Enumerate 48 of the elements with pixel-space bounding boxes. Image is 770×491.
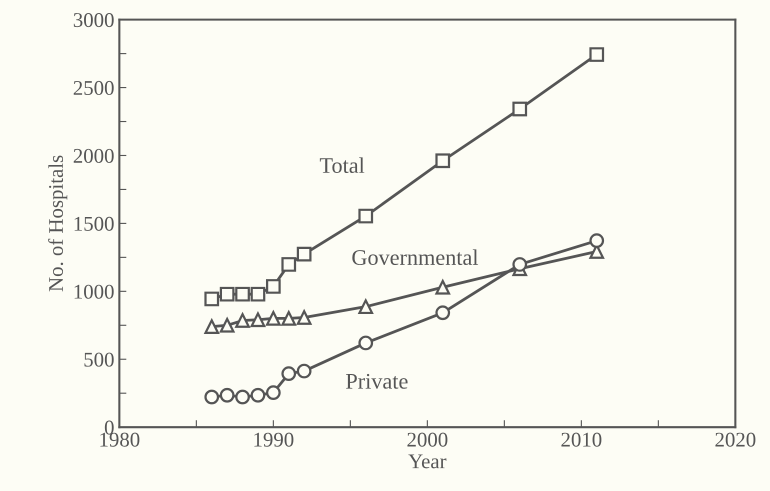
y-tick-label: 1500 <box>74 216 114 231</box>
y-tick-label: 3000 <box>74 13 114 28</box>
point <box>266 311 281 326</box>
y-tick-label: 500 <box>84 352 114 367</box>
point <box>235 390 250 404</box>
point <box>250 286 266 302</box>
y-tick-label: 2500 <box>74 80 114 95</box>
x-axis-title: Year <box>408 454 446 468</box>
point <box>250 312 266 328</box>
point <box>435 280 450 295</box>
point <box>204 292 220 306</box>
point <box>281 311 296 326</box>
point <box>281 257 296 272</box>
y-tick-label: 0 <box>104 420 114 435</box>
point <box>358 208 374 224</box>
point <box>266 385 281 400</box>
point <box>435 305 450 320</box>
point <box>296 310 312 325</box>
point <box>512 102 528 116</box>
series-label: Total <box>320 157 364 174</box>
point <box>266 279 281 294</box>
point <box>235 286 250 302</box>
point <box>204 390 220 404</box>
point <box>296 246 312 262</box>
x-tick-label: 1980 <box>100 432 140 447</box>
series-label: Private <box>346 374 408 389</box>
point <box>281 366 296 382</box>
y-tick-label: 2000 <box>74 148 114 163</box>
point <box>220 318 235 333</box>
point <box>589 233 604 248</box>
point <box>435 153 450 168</box>
point <box>358 299 374 314</box>
point <box>250 388 266 403</box>
y-axis-title: No. of Hospitals <box>48 156 68 292</box>
point <box>204 319 220 334</box>
y-tick-label: 1000 <box>74 284 114 299</box>
point <box>589 47 604 62</box>
x-tick-label: 2000 <box>407 432 448 447</box>
point <box>296 364 312 378</box>
point <box>220 286 235 302</box>
point <box>235 313 250 328</box>
series-label: Governmental <box>352 249 478 266</box>
x-tick-label: 1990 <box>254 432 294 447</box>
x-tick-label: 2020 <box>715 432 756 447</box>
x-tick-label: 2010 <box>561 432 602 447</box>
point <box>358 336 374 350</box>
point <box>512 257 528 272</box>
point <box>220 388 235 403</box>
